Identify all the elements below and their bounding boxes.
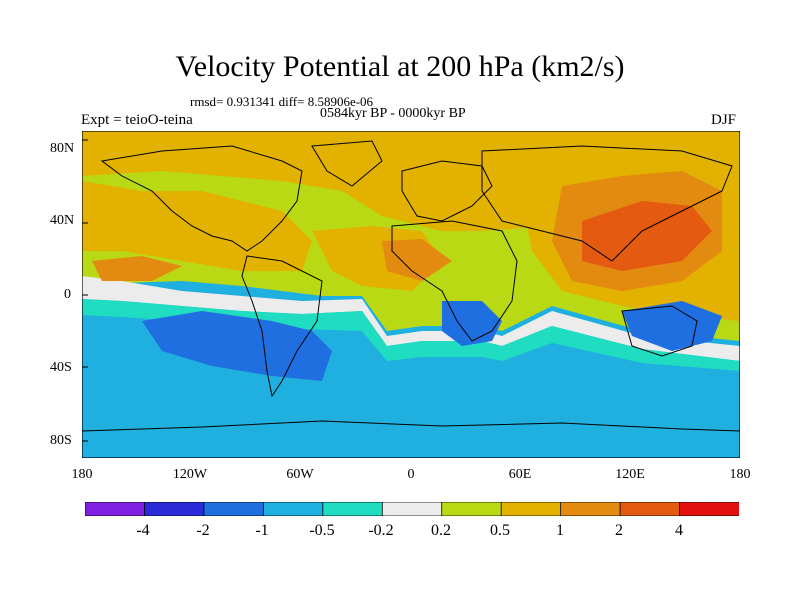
colorbar-swatch xyxy=(560,502,621,516)
north-america-outline xyxy=(100,145,303,252)
colorbar-swatch xyxy=(500,502,562,516)
field-positive-high-west xyxy=(382,239,452,281)
lat-tick-40n: 40N xyxy=(50,213,75,228)
colorbar-label: 1 xyxy=(556,522,564,539)
colorbar-label: 0.2 xyxy=(431,522,451,539)
field-negative-mid-america xyxy=(142,311,332,381)
colorbar-swatch xyxy=(322,502,384,516)
period-text: 0584kyr BP - 0000kyr BP xyxy=(320,106,466,121)
lon-tick-60w: 60W xyxy=(286,467,314,482)
colorbar-label: -0.2 xyxy=(368,522,394,539)
field-positive-pacific xyxy=(82,181,312,271)
field-negative-mid-oceania xyxy=(622,301,722,351)
australia-outline xyxy=(621,305,698,357)
field-near-zero xyxy=(82,276,740,361)
antarctica-outline xyxy=(82,420,740,432)
lon-tick-0: 0 xyxy=(407,467,415,482)
experiment-label: Expt = teioO-teina xyxy=(81,112,193,128)
map-plot xyxy=(82,131,740,458)
lat-tick-40s: 40S xyxy=(50,360,72,375)
colorbar-swatch xyxy=(679,502,739,516)
south-america-outline xyxy=(241,255,323,398)
colorbar-swatch xyxy=(85,502,146,516)
colorbar-label: -2 xyxy=(196,522,210,539)
lon-tick-180e: 180 xyxy=(729,467,751,482)
coastlines xyxy=(82,140,740,432)
lat-tick-0: 0 xyxy=(64,287,71,302)
lon-tick-60e: 60E xyxy=(508,467,532,482)
colorbar xyxy=(85,502,739,516)
colorbar-label: -0.5 xyxy=(309,522,335,539)
asia-outline xyxy=(481,145,733,262)
colorbar-label: -1 xyxy=(255,522,269,539)
lat-tick-80n: 80N xyxy=(50,141,75,156)
field-negative-mid-africa xyxy=(442,301,502,346)
colorbar-swatch xyxy=(203,502,265,516)
stats-text: rmsd= 0.931341 diff= 8.58906e-06 xyxy=(190,94,374,109)
colorbar-swatch xyxy=(144,502,205,516)
field-negative-low xyxy=(82,299,740,371)
lon-tick-120e: 120E xyxy=(615,467,645,482)
colorbar-swatch xyxy=(381,502,443,516)
lon-tick-180w: 180 xyxy=(71,467,93,482)
africa-outline xyxy=(391,220,518,342)
lat-tick-80s: 80S xyxy=(50,433,72,448)
europe-outline xyxy=(401,160,493,222)
colorbar-swatch xyxy=(619,502,681,516)
colorbar-swatch xyxy=(441,502,503,516)
lon-tick-120w: 120W xyxy=(172,467,208,482)
colorbar-label: 4 xyxy=(675,522,683,539)
field-max xyxy=(582,201,712,271)
map-title: Velocity Potential at 200 hPa (km2/s) xyxy=(175,50,625,83)
greenland-outline xyxy=(311,140,383,187)
season-label: DJF xyxy=(711,112,737,128)
colorbar-label: -4 xyxy=(136,522,150,539)
colorbar-swatch xyxy=(262,502,324,516)
colorbar-label: 2 xyxy=(615,522,623,539)
field-positive-high-pacific xyxy=(92,256,182,281)
colorbar-label: 0.5 xyxy=(490,522,510,539)
